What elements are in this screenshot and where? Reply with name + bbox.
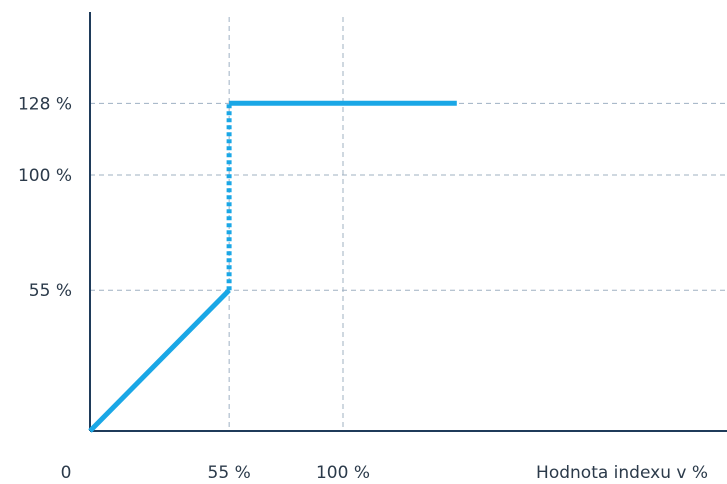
y-tick-label: 100 % bbox=[18, 166, 72, 186]
x-axis-title: Hodnota indexu v % bbox=[536, 463, 708, 483]
x-tick-labels: 0 55 % 100 % bbox=[61, 463, 370, 483]
x-tick-label: 100 % bbox=[316, 463, 370, 483]
y-tick-label: 128 % bbox=[18, 94, 72, 114]
y-tick-label: 55 % bbox=[29, 281, 72, 301]
series-line-0 bbox=[88, 288, 231, 433]
x-tick-label: 0 bbox=[61, 463, 72, 483]
axes bbox=[89, 12, 727, 432]
x-tick-label: 55 % bbox=[208, 463, 251, 483]
series-layer bbox=[88, 100, 457, 433]
y-tick-labels: 55 % 100 % 128 % bbox=[18, 94, 72, 301]
grid-lines bbox=[90, 17, 727, 431]
